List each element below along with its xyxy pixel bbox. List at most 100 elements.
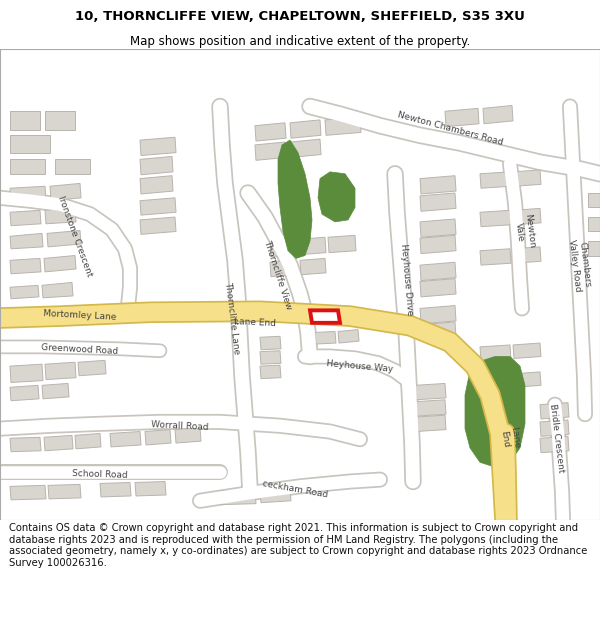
Polygon shape	[255, 122, 286, 141]
Polygon shape	[220, 489, 256, 504]
Text: Contains OS data © Crown copyright and database right 2021. This information is : Contains OS data © Crown copyright and d…	[9, 523, 587, 568]
Polygon shape	[540, 436, 569, 452]
Polygon shape	[255, 142, 286, 160]
Polygon shape	[260, 351, 281, 364]
Polygon shape	[513, 247, 541, 263]
Polygon shape	[420, 306, 456, 324]
Text: Chambers
Valley Road: Chambers Valley Road	[567, 238, 593, 292]
Polygon shape	[480, 172, 511, 188]
Polygon shape	[55, 159, 90, 174]
Polygon shape	[328, 236, 356, 252]
Polygon shape	[270, 239, 296, 256]
Polygon shape	[260, 488, 291, 502]
Polygon shape	[44, 436, 73, 451]
Polygon shape	[140, 198, 176, 215]
Polygon shape	[300, 258, 326, 275]
Polygon shape	[338, 329, 359, 343]
Polygon shape	[588, 241, 600, 256]
Polygon shape	[290, 120, 321, 138]
Polygon shape	[415, 400, 446, 416]
Polygon shape	[48, 484, 81, 499]
Polygon shape	[78, 361, 106, 376]
Polygon shape	[10, 438, 41, 452]
Text: сeckham Road: сeckham Road	[262, 479, 328, 499]
Bar	[0, 49, 600, 520]
Text: 10, THORNCLIFFE VIEW, CHAPELTOWN, SHEFFIELD, S35 3XU: 10, THORNCLIFFE VIEW, CHAPELTOWN, SHEFFI…	[75, 10, 525, 22]
Polygon shape	[513, 208, 541, 225]
Polygon shape	[140, 217, 176, 234]
Polygon shape	[290, 139, 321, 158]
Polygon shape	[260, 365, 281, 379]
Text: Heyhouse Way: Heyhouse Way	[326, 359, 394, 374]
Polygon shape	[513, 343, 541, 358]
Polygon shape	[260, 336, 281, 350]
Polygon shape	[480, 374, 511, 390]
Polygon shape	[10, 286, 39, 299]
Text: Heyhouse Drive: Heyhouse Drive	[400, 243, 415, 316]
Polygon shape	[483, 106, 513, 124]
Polygon shape	[50, 183, 81, 201]
Polygon shape	[75, 434, 101, 449]
Polygon shape	[415, 415, 446, 431]
Polygon shape	[480, 211, 511, 227]
Polygon shape	[415, 383, 446, 400]
Text: Newton Chambers Road: Newton Chambers Road	[396, 110, 504, 147]
Polygon shape	[110, 431, 141, 447]
Polygon shape	[140, 156, 173, 175]
Polygon shape	[42, 383, 69, 399]
Polygon shape	[10, 159, 45, 174]
Text: Greenwood Road: Greenwood Road	[41, 343, 119, 356]
Polygon shape	[10, 258, 41, 274]
Polygon shape	[445, 108, 479, 127]
Polygon shape	[588, 217, 600, 231]
Polygon shape	[540, 402, 569, 419]
Polygon shape	[45, 208, 76, 224]
Polygon shape	[513, 170, 541, 186]
Text: Ironstone Crescent: Ironstone Crescent	[56, 194, 94, 278]
Polygon shape	[513, 372, 541, 388]
Polygon shape	[45, 111, 75, 131]
Polygon shape	[10, 135, 50, 152]
Text: School Road: School Road	[72, 469, 128, 480]
Polygon shape	[140, 176, 173, 194]
Polygon shape	[300, 238, 326, 254]
Polygon shape	[278, 140, 312, 258]
Polygon shape	[10, 211, 41, 226]
Polygon shape	[420, 236, 456, 254]
Polygon shape	[10, 311, 46, 327]
Polygon shape	[10, 186, 46, 202]
Text: Mortomley Lane: Mortomley Lane	[43, 309, 117, 321]
Polygon shape	[420, 193, 456, 211]
Polygon shape	[310, 311, 340, 323]
Polygon shape	[10, 111, 40, 131]
Polygon shape	[480, 249, 511, 265]
Text: Lane End: Lane End	[234, 318, 276, 328]
Text: Lane
End: Lane End	[499, 426, 521, 451]
Polygon shape	[480, 345, 511, 361]
Text: Thorncliffe Lane: Thorncliffe Lane	[223, 281, 241, 355]
Polygon shape	[420, 279, 456, 297]
Polygon shape	[145, 429, 171, 445]
Polygon shape	[420, 322, 456, 340]
Polygon shape	[420, 219, 456, 238]
Polygon shape	[100, 482, 131, 497]
Text: Worrall Road: Worrall Road	[151, 420, 209, 432]
Text: Thorncliffe View: Thorncliffe View	[262, 239, 293, 311]
Polygon shape	[420, 262, 456, 281]
Polygon shape	[315, 331, 336, 344]
Polygon shape	[140, 138, 176, 156]
Polygon shape	[44, 256, 76, 272]
Text: Newton
Vale: Newton Vale	[513, 213, 537, 250]
Polygon shape	[42, 282, 73, 298]
Polygon shape	[48, 308, 81, 325]
Polygon shape	[45, 362, 76, 379]
Polygon shape	[135, 481, 166, 496]
Polygon shape	[83, 306, 113, 321]
Polygon shape	[420, 176, 456, 194]
Polygon shape	[480, 402, 511, 419]
Polygon shape	[10, 486, 46, 500]
Polygon shape	[465, 356, 525, 467]
Polygon shape	[10, 386, 39, 401]
Polygon shape	[10, 364, 43, 382]
Polygon shape	[540, 420, 569, 436]
